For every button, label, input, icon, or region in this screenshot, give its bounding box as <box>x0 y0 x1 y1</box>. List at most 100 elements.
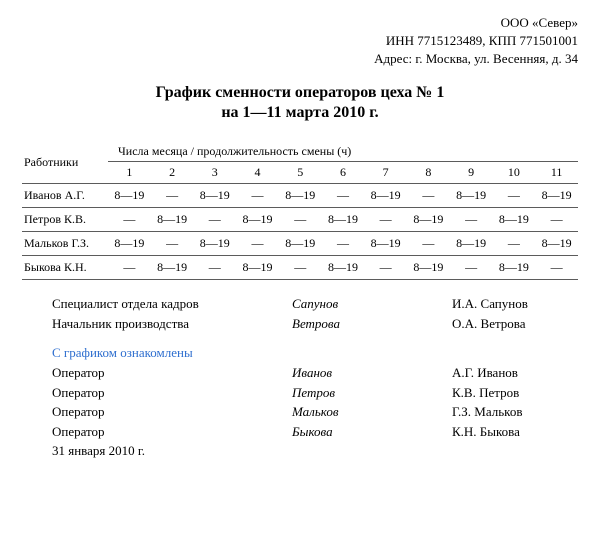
ack-row: ОператорМальковГ.З. Мальков <box>52 402 578 422</box>
ack-row: ОператорИвановА.Г. Иванов <box>52 363 578 383</box>
ack-role: Оператор <box>52 402 292 422</box>
day-num: 10 <box>492 162 535 184</box>
shift-cell: — <box>322 232 365 256</box>
day-num: 9 <box>450 162 493 184</box>
ack-role: Оператор <box>52 363 292 383</box>
shift-cell: 8—19 <box>492 208 535 232</box>
worker-name: Иванов А.Г. <box>22 184 108 208</box>
shift-cell: — <box>450 208 493 232</box>
shift-cell: — <box>535 256 578 280</box>
shift-cell: 8—19 <box>450 232 493 256</box>
shift-cell: 8—19 <box>364 232 407 256</box>
shift-cell: 8—19 <box>492 256 535 280</box>
shift-cell: 8—19 <box>322 256 365 280</box>
day-num: 2 <box>151 162 194 184</box>
worker-name: Петров К.В. <box>22 208 108 232</box>
shift-cell: 8—19 <box>193 184 236 208</box>
ack-row: ОператорПетровК.В. Петров <box>52 383 578 403</box>
shift-cell: — <box>535 208 578 232</box>
ack-name: Г.З. Мальков <box>452 402 522 422</box>
ack-role: Оператор <box>52 422 292 442</box>
signer-role: Специалист отдела кадров <box>52 294 292 314</box>
document-date: 31 января 2010 г. <box>22 443 578 459</box>
table-row: Иванов А.Г.8—19—8—19—8—19—8—19—8—19—8—19 <box>22 184 578 208</box>
shift-cell: — <box>407 184 450 208</box>
shift-cell: 8—19 <box>450 184 493 208</box>
day-num: 5 <box>279 162 322 184</box>
shift-cell: — <box>450 256 493 280</box>
shift-cell: — <box>492 184 535 208</box>
day-num: 7 <box>364 162 407 184</box>
shift-cell: — <box>151 232 194 256</box>
shift-cell: — <box>322 184 365 208</box>
shift-cell: 8—19 <box>236 208 279 232</box>
shift-cell: 8—19 <box>193 232 236 256</box>
inn-kpp: ИНН 7715123489, КПП 771501001 <box>22 32 578 50</box>
shift-cell: — <box>236 232 279 256</box>
workers-header: Работники <box>22 140 108 184</box>
shift-cell: — <box>279 256 322 280</box>
day-num: 8 <box>407 162 450 184</box>
ack-signature: Иванов <box>292 363 452 383</box>
days-header: Числа месяца / продолжительность смены (… <box>108 140 578 162</box>
shift-cell: — <box>407 232 450 256</box>
shift-cell: 8—19 <box>151 208 194 232</box>
signer-name: И.А. Сапунов <box>452 294 528 314</box>
day-num: 3 <box>193 162 236 184</box>
signer-row: Начальник производстваВетроваО.А. Ветров… <box>52 314 578 334</box>
ack-role: Оператор <box>52 383 292 403</box>
shift-cell: 8—19 <box>535 184 578 208</box>
shift-cell: — <box>108 208 151 232</box>
ack-signature: Быкова <box>292 422 452 442</box>
ack-name: К.В. Петров <box>452 383 519 403</box>
day-num: 6 <box>322 162 365 184</box>
table-row: Быкова К.Н.—8—19—8—19—8—19—8—19—8—19— <box>22 256 578 280</box>
signer-signature: Сапунов <box>292 294 452 314</box>
day-num: 11 <box>535 162 578 184</box>
acknowledgement-block: ОператорИвановА.Г. ИвановОператорПетровК… <box>22 363 578 441</box>
acknowledgement-title: С графиком ознакомлены <box>22 345 578 361</box>
shift-cell: — <box>236 184 279 208</box>
ack-name: А.Г. Иванов <box>452 363 518 383</box>
shift-cell: 8—19 <box>364 184 407 208</box>
shift-cell: — <box>108 256 151 280</box>
shift-cell: 8—19 <box>279 232 322 256</box>
table-row: Мальков Г.З.8—19—8—19—8—19—8—19—8—19—8—1… <box>22 232 578 256</box>
shift-cell: — <box>364 208 407 232</box>
signer-row: Специалист отдела кадровСапуновИ.А. Сапу… <box>52 294 578 314</box>
shift-cell: 8—19 <box>535 232 578 256</box>
ack-signature: Петров <box>292 383 452 403</box>
shift-cell: 8—19 <box>108 184 151 208</box>
address: Адрес: г. Москва, ул. Весенняя, д. 34 <box>22 50 578 68</box>
shift-cell: — <box>193 208 236 232</box>
signer-role: Начальник производства <box>52 314 292 334</box>
day-num: 1 <box>108 162 151 184</box>
title-line1: График сменности операторов цеха № 1 <box>22 83 578 104</box>
shift-cell: — <box>364 256 407 280</box>
shift-cell: 8—19 <box>407 208 450 232</box>
title-line2: на 1—11 марта 2010 г. <box>22 103 578 124</box>
ack-signature: Мальков <box>292 402 452 422</box>
table-row: Петров К.В.—8—19—8—19—8—19—8—19—8—19— <box>22 208 578 232</box>
company-name: ООО «Север» <box>22 14 578 32</box>
shift-cell: 8—19 <box>322 208 365 232</box>
shift-cell: 8—19 <box>151 256 194 280</box>
worker-name: Мальков Г.З. <box>22 232 108 256</box>
shift-table: Работники Числа месяца / продолжительнос… <box>22 140 578 280</box>
shift-cell: — <box>151 184 194 208</box>
shift-cell: — <box>193 256 236 280</box>
worker-name: Быкова К.Н. <box>22 256 108 280</box>
shift-cell: 8—19 <box>279 184 322 208</box>
ack-row: ОператорБыковаК.Н. Быкова <box>52 422 578 442</box>
shift-cell: — <box>492 232 535 256</box>
org-header: ООО «Север» ИНН 7715123489, КПП 77150100… <box>22 14 578 69</box>
shift-cell: 8—19 <box>108 232 151 256</box>
shift-cell: — <box>279 208 322 232</box>
signatures-block: Специалист отдела кадровСапуновИ.А. Сапу… <box>22 294 578 333</box>
document-title: График сменности операторов цеха № 1 на … <box>22 83 578 125</box>
shift-cell: 8—19 <box>236 256 279 280</box>
day-num: 4 <box>236 162 279 184</box>
signer-signature: Ветрова <box>292 314 452 334</box>
ack-name: К.Н. Быкова <box>452 422 520 442</box>
shift-cell: 8—19 <box>407 256 450 280</box>
